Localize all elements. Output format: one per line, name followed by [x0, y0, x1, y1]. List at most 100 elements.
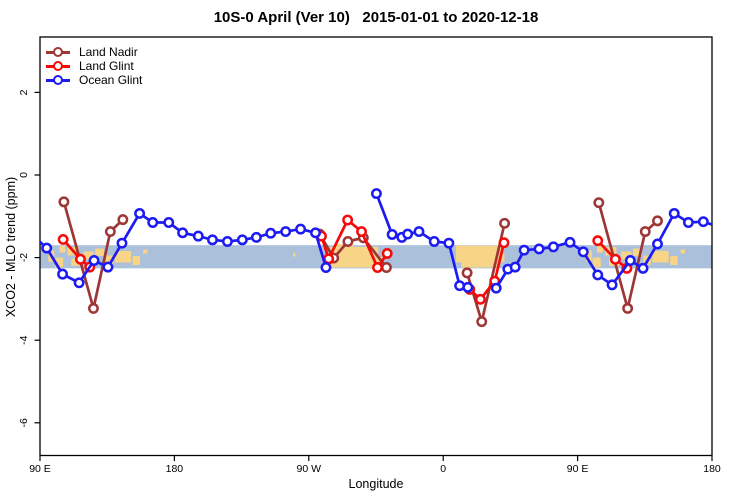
x-tick-label: 180	[166, 463, 184, 475]
ocean-glint-point	[428, 236, 440, 247]
land-glint-line	[468, 242, 506, 301]
land-glint-point	[592, 235, 604, 247]
ocean-glint-point	[668, 207, 680, 219]
x-tick-label: 180	[703, 463, 721, 475]
ocean-glint-point	[370, 188, 382, 200]
y-tick-label: 2	[18, 89, 30, 95]
land-map-region	[132, 255, 141, 266]
land-glint-point	[356, 226, 367, 238]
land-map-region	[680, 249, 686, 254]
ocean-glint-point	[533, 243, 545, 255]
land-nadir-point	[639, 226, 651, 238]
land-map-region	[455, 245, 503, 263]
x-axis-title: Longitude	[348, 477, 404, 491]
land-nadir-point	[622, 302, 634, 314]
land-nadir-point	[593, 197, 605, 209]
ocean-glint-point	[443, 237, 455, 249]
land-nadir-point	[342, 236, 354, 247]
land-map-region	[652, 250, 669, 263]
land-nadir-point	[381, 262, 392, 273]
land-glint-line-marker-icon	[46, 61, 70, 71]
land-map-region	[502, 253, 505, 262]
ocean-glint-point	[592, 269, 604, 281]
legend: Land Nadir Land Glint Ocean Glint	[46, 45, 142, 87]
ocean-glint-point	[624, 255, 636, 266]
ocean-glint-point	[509, 261, 521, 273]
plot-border	[39, 36, 713, 457]
x-tick-label: 90 E	[567, 463, 589, 475]
land-nadir-point	[58, 196, 70, 208]
land-glint-point	[57, 233, 69, 245]
ocean-glint-point	[147, 217, 159, 228]
y-tick-label: 0	[18, 172, 30, 178]
land-map-region	[143, 249, 148, 254]
legend-item-ocean-glint: Ocean Glint	[46, 73, 142, 87]
ocean-glint-point	[88, 255, 100, 266]
ocean-glint-point	[57, 268, 68, 280]
ocean-glint-line-marker-icon	[46, 75, 70, 85]
land-map-region	[461, 262, 499, 268]
ocean-glint-point	[320, 262, 332, 273]
ocean-glint-point	[116, 237, 128, 249]
land-map-region	[114, 250, 132, 263]
ocean-glint-point	[462, 281, 474, 293]
ocean-glint-point	[280, 226, 292, 238]
y-tick-label: -2	[18, 253, 30, 262]
x-tick-label: 90 E	[29, 463, 51, 475]
chart-title: 10S-0 April (Ver 10) 2015-01-01 to 2020-…	[213, 9, 539, 26]
ocean-glint-point	[265, 227, 277, 239]
ocean-glint-point	[310, 227, 321, 239]
ocean-glint-point	[682, 217, 694, 228]
land-map-region	[328, 246, 379, 268]
legend-item-land-glint: Land Glint	[46, 59, 142, 73]
ocean-glint-point	[102, 261, 114, 273]
legend-label: Land Glint	[79, 59, 134, 73]
ocean-glint-point	[637, 262, 649, 274]
ocean-glint-line	[375, 193, 469, 289]
land-glint-point	[323, 253, 335, 265]
land-nadir-point	[461, 267, 473, 279]
ocean-glint-point	[547, 241, 559, 253]
ocean-glint-point	[134, 207, 146, 219]
ocean-glint-point	[606, 279, 618, 291]
legend-label: Land Nadir	[79, 45, 138, 59]
legend-item-land-nadir: Land Nadir	[46, 45, 142, 59]
land-glint-point	[498, 237, 510, 249]
land-map-region	[592, 257, 601, 268]
ocean-glint-point	[236, 234, 248, 246]
land-map-region	[293, 252, 296, 257]
ocean-glint-point	[207, 234, 218, 246]
y-tick-label: -4	[18, 335, 30, 344]
ocean-glint-point	[402, 228, 414, 240]
land-glint-point	[381, 248, 393, 259]
land-nadir-point	[88, 302, 99, 314]
ocean-glint-point	[697, 216, 709, 228]
land-nadir-point	[499, 217, 511, 229]
land-nadir-point	[104, 226, 116, 238]
land-glint-point	[609, 253, 621, 265]
ocean-glint-point	[386, 229, 398, 240]
ocean-glint-point	[250, 231, 262, 243]
ocean-glint-point	[564, 236, 576, 248]
land-nadir-point	[476, 316, 488, 328]
land-map-region	[597, 246, 603, 253]
land-glint-point	[342, 214, 354, 226]
land-glint-point	[474, 293, 486, 305]
land-nadir-point	[652, 215, 663, 227]
ocean-glint-point	[163, 217, 175, 228]
ocean-glint-point	[652, 238, 663, 250]
x-tick-label: 0	[440, 463, 446, 475]
land-map-region	[670, 255, 678, 266]
ocean-glint-point	[577, 246, 589, 258]
ocean-glint-point	[490, 282, 502, 294]
ocean-glint-point	[41, 242, 53, 254]
ocean-glint-point	[192, 230, 204, 242]
land-nadir-line-marker-icon	[46, 47, 70, 57]
land-nadir-line	[465, 223, 506, 323]
ocean-glint-point	[413, 226, 425, 238]
ocean-glint-point	[221, 236, 233, 247]
y-axis-title: XCO2 - MLO trend (ppm)	[4, 176, 18, 318]
ocean-glint-point	[177, 227, 189, 239]
